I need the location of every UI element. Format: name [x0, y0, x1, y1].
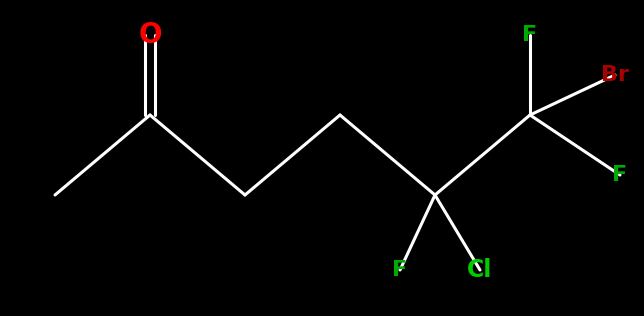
- Text: F: F: [392, 260, 408, 280]
- Text: Br: Br: [601, 65, 629, 85]
- Text: O: O: [138, 21, 162, 49]
- Text: F: F: [522, 25, 538, 45]
- Text: F: F: [612, 165, 627, 185]
- Text: Cl: Cl: [468, 258, 493, 282]
